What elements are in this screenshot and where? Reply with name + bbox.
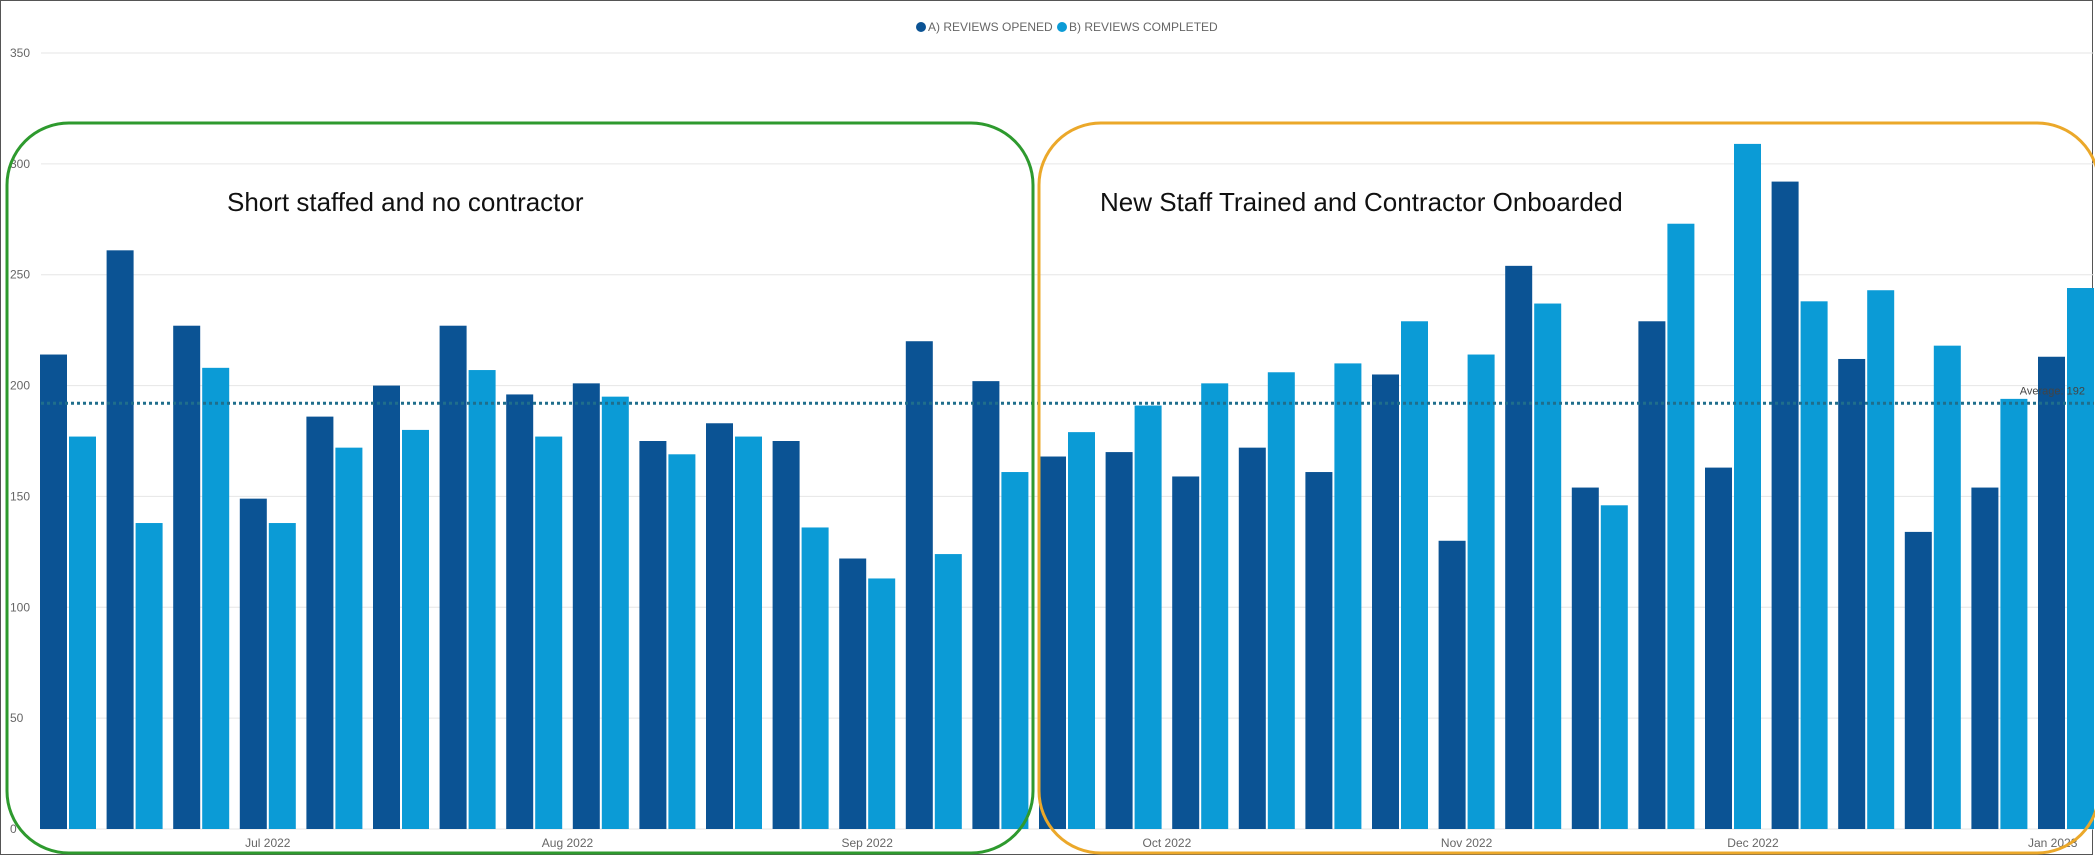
bar-reviews-opened — [1771, 181, 1799, 829]
bar-reviews-completed — [1068, 432, 1095, 829]
bar-reviews-completed — [1401, 321, 1428, 829]
y-tick-label: 150 — [10, 489, 30, 503]
bar-reviews-opened — [1372, 374, 1399, 829]
bar-reviews-opened — [1571, 487, 1599, 829]
legend-marker — [916, 22, 926, 32]
bar-reviews-opened — [1105, 452, 1133, 829]
bar-reviews-completed — [601, 396, 629, 829]
bar-reviews-opened — [1238, 447, 1266, 829]
y-tick-label: 250 — [10, 268, 30, 282]
bar-reviews-opened — [839, 558, 867, 829]
y-tick-label: 50 — [10, 711, 24, 725]
bar-reviews-opened — [173, 325, 201, 829]
bar-reviews-opened — [1438, 540, 1466, 829]
bar-reviews-completed — [1001, 472, 1029, 829]
bar-reviews-opened — [1971, 487, 1999, 829]
bar-reviews-opened — [1505, 265, 1533, 829]
bar-reviews-completed — [735, 436, 762, 829]
bar-reviews-completed — [135, 523, 163, 829]
bar-reviews-completed — [668, 454, 696, 829]
bar-reviews-completed — [801, 527, 829, 829]
annotation-box — [5, 121, 1035, 855]
bar-reviews-completed — [335, 447, 363, 829]
x-tick-label: Oct 2022 — [1143, 836, 1192, 850]
bar-reviews-opened — [639, 441, 667, 829]
bar-reviews-completed — [1334, 363, 1362, 829]
bar-reviews-opened — [1172, 476, 1200, 829]
bar-reviews-completed — [1534, 303, 1562, 830]
annotation-label: Short staffed and no contractor — [227, 187, 584, 217]
bar-reviews-completed — [1134, 405, 1162, 829]
bar-reviews-opened — [106, 250, 134, 830]
bar-reviews-opened — [439, 325, 467, 829]
bar-reviews-opened — [373, 385, 400, 829]
bar-reviews-completed — [1867, 290, 1895, 830]
bar-reviews-opened — [706, 423, 733, 829]
x-tick-label: Dec 2022 — [1727, 836, 1779, 850]
x-tick-label: Nov 2022 — [1441, 836, 1493, 850]
bar-reviews-opened — [1305, 472, 1333, 829]
bar-reviews-opened — [306, 416, 334, 829]
y-tick-label: 350 — [10, 46, 30, 60]
bar-reviews-completed — [1267, 372, 1295, 829]
bar-reviews-completed — [1600, 505, 1628, 829]
bar-reviews-completed — [1201, 383, 1229, 829]
bar-reviews-opened — [1039, 456, 1066, 829]
bar-reviews-opened — [905, 341, 933, 829]
bar-reviews-opened — [239, 498, 267, 829]
bar-reviews-completed — [934, 554, 962, 829]
bar-reviews-completed — [1467, 354, 1495, 829]
bar-reviews-completed — [1933, 345, 1961, 829]
bar-reviews-completed — [468, 370, 496, 829]
x-tick-label: Jul 2022 — [245, 836, 291, 850]
annotation-label: New Staff Trained and Contractor Onboard… — [1100, 187, 1623, 217]
bar-reviews-opened — [2038, 356, 2065, 829]
bar-reviews-opened — [40, 354, 67, 829]
bar-reviews-completed — [1800, 301, 1828, 829]
bar-reviews-opened — [772, 441, 800, 829]
legend-marker — [1057, 22, 1067, 32]
legend-label: B) REVIEWS COMPLETED — [1069, 20, 1218, 34]
y-tick-label: 100 — [10, 600, 30, 614]
bar-reviews-opened — [1638, 321, 1666, 829]
average-label: Average: 192 — [2020, 385, 2085, 397]
bar-reviews-completed — [535, 436, 563, 829]
bar-reviews-completed — [202, 367, 230, 829]
bar-reviews-completed — [1734, 143, 1761, 830]
bar-reviews-opened — [572, 383, 600, 829]
bar-reviews-opened — [972, 381, 1000, 829]
bar-reviews-completed — [868, 578, 896, 829]
y-tick-label: 200 — [10, 379, 30, 393]
bar-reviews-completed — [268, 523, 296, 829]
annotation-box — [1037, 121, 2095, 855]
bar-reviews-opened — [1904, 531, 1932, 829]
x-tick-label: Aug 2022 — [542, 836, 594, 850]
bar-reviews-completed — [69, 436, 96, 829]
legend-label: A) REVIEWS OPENED — [928, 20, 1053, 34]
x-tick-label: Sep 2022 — [842, 836, 894, 850]
bar-reviews-completed — [402, 429, 429, 829]
bar-reviews-opened — [1838, 358, 1866, 829]
bar-reviews-completed — [2067, 288, 2094, 829]
bar-reviews-completed — [2000, 398, 2028, 829]
bar-reviews-opened — [1705, 467, 1732, 829]
y-tick-label: 0 — [10, 822, 17, 836]
y-tick-label: 300 — [10, 157, 30, 171]
bar-reviews-opened — [506, 394, 534, 829]
bar-reviews-completed — [1667, 223, 1695, 830]
